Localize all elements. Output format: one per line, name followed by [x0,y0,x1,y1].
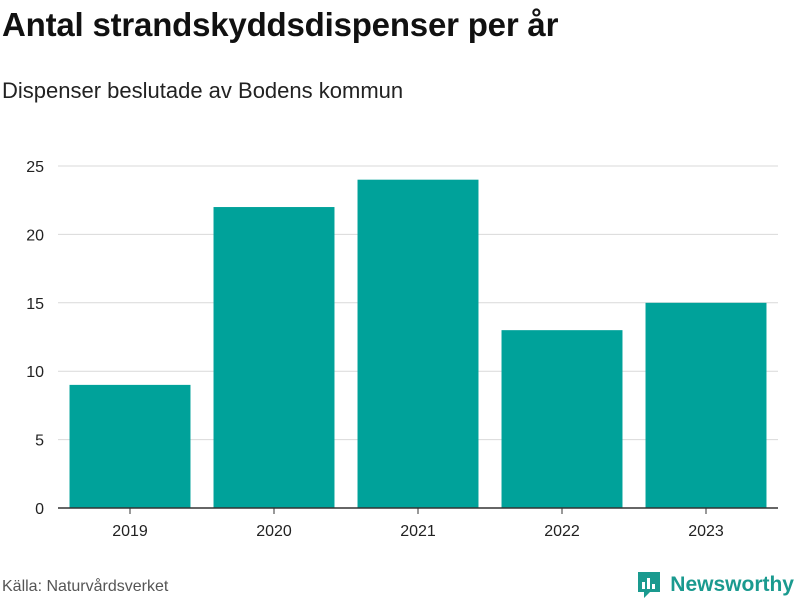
chart-subtitle: Dispenser beslutade av Bodens kommun [2,78,404,103]
brand-name: Newsworthy [670,573,794,596]
bar-2022 [501,330,623,508]
newsworthy-logo-icon [638,572,661,598]
x-tick-label: 2019 [112,523,148,540]
x-tick-label: 2022 [544,523,580,540]
bar-2020 [213,207,335,509]
axes: 0 5 10 15 20 25 2019 2020 2021 2022 2023 [26,159,778,540]
y-tick-label: 0 [35,501,44,518]
bar-2023 [645,302,767,508]
y-tick-label: 15 [26,296,44,313]
bar-2021 [357,179,479,508]
y-tick-label: 25 [26,159,44,176]
x-tick-label: 2020 [256,523,292,540]
y-tick-label: 5 [35,433,44,450]
chart-title: Antal strandskyddsdispenser per år [2,6,559,43]
bars [69,179,767,509]
brand-logo[interactable]: Newsworthy [636,569,794,601]
y-tick-label: 20 [26,227,44,244]
x-tick-label: 2021 [400,523,436,540]
x-tick-label: 2023 [688,523,724,540]
y-tick-label: 10 [26,364,44,381]
bar-chart: 0 5 10 15 20 25 2019 2020 2021 2022 2023 [26,159,778,540]
source-note: Källa: Naturvårdsverket [2,578,169,595]
bar-2019 [69,384,191,508]
